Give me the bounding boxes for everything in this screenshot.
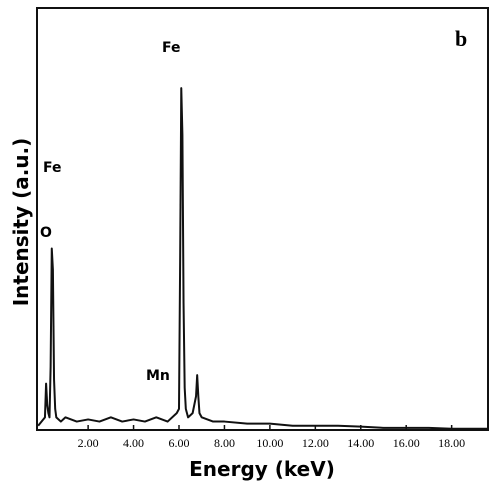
annotation: O	[40, 225, 52, 241]
x-tick-label: 6.00	[169, 436, 190, 450]
x-tick-label: 10.00	[256, 436, 283, 450]
panel-label: b	[455, 26, 467, 51]
y-axis-label: Intensity (a.u.)	[9, 138, 33, 307]
x-axis-label: Energy (keV)	[189, 457, 335, 481]
x-tick-label: 18.00	[438, 436, 465, 450]
annotation: Fe	[43, 160, 62, 176]
spectrum-line	[37, 87, 488, 430]
x-tick-label: 12.00	[302, 436, 329, 450]
x-tick-label: 14.00	[347, 436, 374, 450]
x-tick-label: 16.00	[393, 436, 420, 450]
annotation: Fe	[162, 40, 181, 56]
annotation: Mn	[146, 368, 170, 384]
x-tick-label: 4.00	[123, 436, 144, 450]
plot-frame	[36, 7, 489, 431]
x-tick-label: 2.00	[78, 436, 99, 450]
x-tick-label: 8.00	[214, 436, 235, 450]
